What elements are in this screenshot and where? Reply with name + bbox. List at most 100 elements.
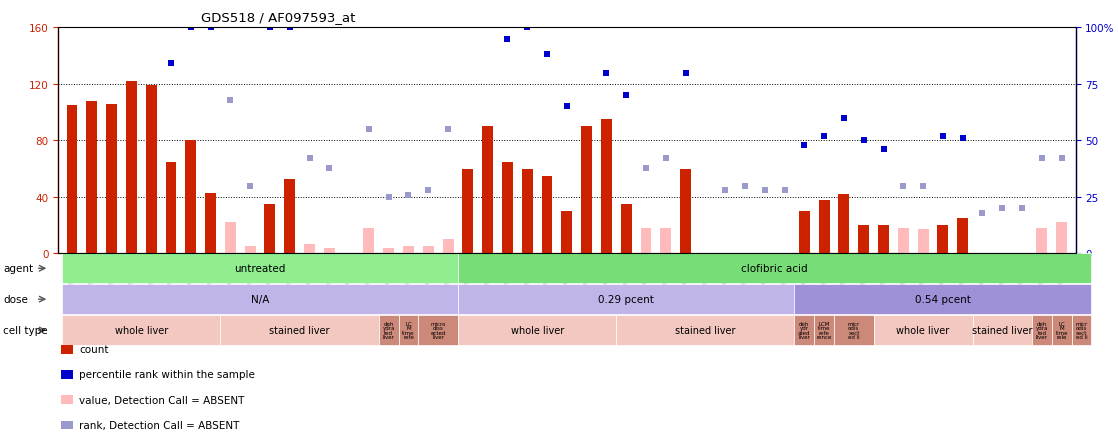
Bar [620, 204, 632, 254]
Bar [67, 106, 77, 254]
Bar [165, 162, 177, 254]
Bar [145, 86, 157, 254]
Bar [284, 179, 295, 254]
Point [201, 25, 219, 32]
Text: cell type: cell type [3, 326, 48, 335]
Text: rank, Detection Call = ABSENT: rank, Detection Call = ABSENT [79, 420, 239, 430]
Point [182, 25, 200, 32]
Text: deh
ydra
ted
liver: deh ydra ted liver [382, 321, 395, 340]
Point [103, 0, 121, 2]
Text: whole liver: whole liver [115, 326, 168, 335]
Text: whole liver: whole liver [897, 326, 949, 335]
Bar [898, 228, 909, 254]
Bar [304, 244, 315, 254]
Point [637, 164, 655, 171]
Point [321, 164, 339, 171]
Point [855, 138, 873, 145]
Point [934, 133, 951, 140]
Text: stained liver: stained liver [675, 326, 736, 335]
Bar [245, 247, 256, 254]
Bar [86, 102, 97, 254]
Bar [581, 127, 593, 254]
Point [597, 70, 615, 77]
Point [499, 36, 517, 43]
Point [162, 61, 180, 68]
Point [974, 210, 992, 217]
Point [993, 205, 1011, 212]
Text: value, Detection Call = ABSENT: value, Detection Call = ABSENT [79, 395, 245, 404]
Bar [957, 219, 968, 254]
Point [458, 13, 476, 20]
Point [835, 115, 853, 122]
Point [756, 187, 774, 194]
Text: micro
diss
ected
liver: micro diss ected liver [430, 321, 446, 340]
Point [874, 147, 892, 154]
Point [1053, 156, 1071, 163]
Point [399, 192, 417, 199]
Point [776, 187, 794, 194]
Bar [106, 104, 117, 254]
Point [717, 187, 735, 194]
Bar [918, 230, 929, 254]
Text: percentile rank within the sample: percentile rank within the sample [79, 370, 255, 379]
Point [301, 156, 319, 163]
Bar [541, 176, 552, 254]
Bar [205, 193, 216, 254]
Bar [402, 247, 414, 254]
Point [241, 183, 259, 190]
Point [915, 183, 932, 190]
Text: LC
M
time
refe: LC M time refe [402, 321, 415, 340]
Text: micr
odis
sect
ed li: micr odis sect ed li [847, 321, 860, 340]
Point [1033, 156, 1051, 163]
Point [815, 133, 833, 140]
Bar [799, 211, 809, 254]
Text: 0.29 pcent: 0.29 pcent [598, 295, 654, 304]
Bar [878, 226, 889, 254]
Point [558, 104, 576, 111]
Bar [1036, 228, 1048, 254]
Bar [363, 228, 375, 254]
Point [538, 52, 556, 59]
Bar [561, 211, 572, 254]
Bar [522, 169, 532, 254]
Text: GDS518 / AF097593_at: GDS518 / AF097593_at [201, 11, 356, 24]
Point [380, 194, 398, 201]
Bar [502, 162, 513, 254]
Text: stained liver: stained liver [269, 326, 330, 335]
Text: stained liver: stained liver [972, 326, 1033, 335]
Bar [601, 120, 612, 254]
Bar [859, 226, 869, 254]
Bar [463, 169, 473, 254]
Point [954, 135, 972, 142]
Bar [482, 127, 493, 254]
Text: micr
odis
sect
ed li: micr odis sect ed li [1076, 321, 1088, 340]
Point [439, 126, 457, 133]
Text: LCM
time
refe
rence: LCM time refe rence [816, 321, 832, 340]
Text: dose: dose [3, 295, 28, 304]
Bar [383, 248, 395, 254]
Point [281, 25, 299, 32]
Point [1013, 205, 1031, 212]
Text: LC
M
time
rele: LC M time rele [1055, 321, 1068, 340]
Point [894, 183, 912, 190]
Point [736, 183, 754, 190]
Bar [225, 223, 236, 254]
Bar [641, 228, 652, 254]
Point [676, 70, 694, 77]
Text: 0.54 pcent: 0.54 pcent [915, 295, 970, 304]
Bar [661, 228, 671, 254]
Point [360, 126, 378, 133]
Text: whole liver: whole liver [511, 326, 563, 335]
Bar [126, 82, 136, 254]
Text: N/A: N/A [250, 295, 269, 304]
Point [519, 25, 537, 32]
Text: clofibric acid: clofibric acid [741, 264, 808, 273]
Bar [186, 141, 196, 254]
Bar [838, 194, 850, 254]
Text: count: count [79, 345, 108, 354]
Bar [938, 226, 948, 254]
Text: agent: agent [3, 264, 34, 273]
Point [795, 142, 813, 149]
Point [221, 97, 239, 104]
Point [419, 187, 437, 194]
